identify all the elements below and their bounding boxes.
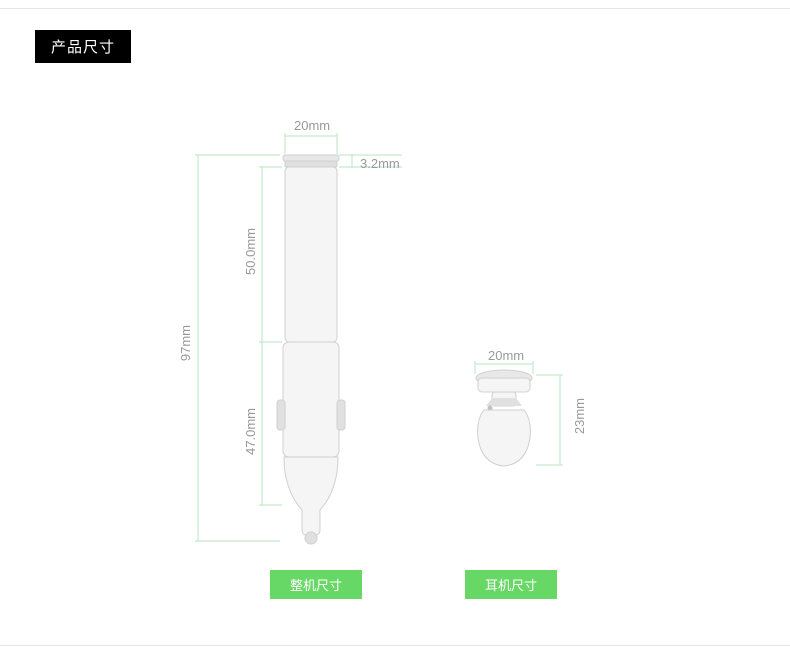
- diagram-canvas: 20mm 3.2mm 50.0mm 47.0mm 97mm 20mm 23mm …: [0, 80, 790, 620]
- label-earbud: 耳机尺寸: [465, 570, 557, 599]
- section-title: 产品尺寸: [35, 30, 131, 63]
- divider-bottom: [0, 645, 790, 646]
- divider-top: [0, 8, 790, 9]
- label-main: 整机尺寸: [270, 570, 362, 599]
- dim-earbud-height: 23mm: [572, 398, 587, 434]
- dim-lower-body: 47.0mm: [243, 408, 258, 455]
- dim-main-width: 20mm: [294, 118, 330, 133]
- dim-total-height: 97mm: [178, 325, 193, 361]
- dim-cap-height: 3.2mm: [360, 156, 400, 171]
- dim-upper-body: 50.0mm: [243, 228, 258, 275]
- dim-earbud-width: 20mm: [488, 348, 524, 363]
